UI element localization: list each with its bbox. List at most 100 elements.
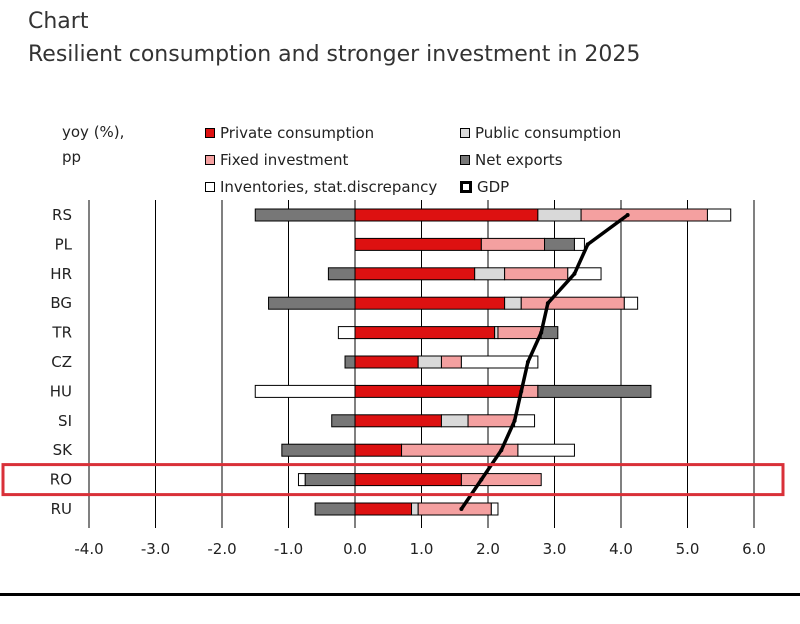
x-tick-label: 6.0 [742, 540, 766, 558]
chart-title: Resilient consumption and stronger inves… [28, 42, 641, 67]
bar-net-ro [304, 473, 356, 487]
bar-public-bg [504, 296, 522, 310]
legend-label-inventories: Inventories, stat.discrepancy [220, 178, 438, 196]
category-label-cz: CZ [51, 353, 72, 371]
x-tick-label: 5.0 [676, 540, 700, 558]
bar-private-hr [354, 267, 476, 281]
bar-inventories-cz [460, 355, 539, 369]
bar-public-ru [411, 502, 419, 516]
bar-private-cz [354, 355, 419, 369]
category-label-rs: RS [52, 206, 72, 224]
bar-fixed-cz [440, 355, 462, 369]
gdp-point-si [512, 418, 517, 423]
category-label-si: SI [58, 412, 72, 430]
x-tick-label: 2.0 [476, 540, 500, 558]
legend-item-inventories: Inventories, stat.discrepancy [205, 178, 437, 196]
legend-label-private: Private consumption [220, 124, 375, 142]
gdp-point-cz [525, 360, 530, 364]
category-label-hr: HR [50, 265, 72, 283]
legend-item-fixed-investment: Fixed investment [205, 151, 348, 169]
category-label-ro: RO [50, 471, 72, 489]
legend-swatch-inventories [205, 182, 215, 192]
x-tick-label: 1.0 [410, 540, 434, 558]
gdp-point-ro [479, 477, 484, 482]
highlight-box-ro [1, 463, 785, 497]
bar-inventories-hu [254, 384, 356, 398]
bar-public-hr [474, 267, 506, 281]
legend-label-net: Net exports [475, 151, 563, 169]
y-unit-label-line-1: yoy (%), [62, 123, 125, 141]
y-unit-label-line-2: pp [62, 148, 82, 166]
bar-private-ro [354, 473, 462, 487]
bar-inventories-sk [517, 443, 575, 457]
gdp-point-bg [545, 301, 550, 306]
bar-fixed-hr [504, 267, 569, 281]
gdp-point-hr [572, 271, 577, 276]
bar-net-bg [268, 296, 356, 310]
bar-fixed-si [467, 414, 516, 428]
bar-net-hu [537, 384, 652, 398]
chart-label: Chart [28, 9, 89, 34]
legend-item-gdp: GDP [460, 178, 509, 196]
x-tick-label: 3.0 [543, 540, 567, 558]
bar-inventories-rs [706, 208, 732, 222]
bars [254, 208, 732, 516]
bar-public-cz [417, 355, 442, 369]
gdp-point-hu [519, 389, 524, 394]
category-label-tr: TR [51, 324, 72, 342]
category-label-sk: SK [53, 441, 74, 459]
bar-fixed-ru [417, 502, 492, 516]
legend-item-public-consumption: Public consumption [460, 124, 621, 142]
bar-private-bg [354, 296, 506, 310]
bar-net-hr [327, 267, 356, 281]
legend-item-net-exports: Net exports [460, 151, 563, 169]
bar-private-hu [354, 384, 522, 398]
highlight-layer [1, 463, 785, 497]
bar-inventories-pl [573, 237, 585, 251]
bar-inventories-si [514, 414, 536, 428]
gdp-point-tr [539, 330, 544, 335]
category-label-ru: RU [51, 500, 72, 518]
legend-swatch-fixed [205, 155, 215, 165]
category-label-bg: BG [50, 294, 72, 312]
bar-fixed-rs [580, 208, 708, 222]
gdp-point-ru [459, 507, 464, 511]
x-tick-label: 4.0 [609, 540, 633, 558]
bar-fixed-ro [460, 473, 542, 487]
category-label-pl: PL [55, 235, 73, 253]
x-tick-label: -1.0 [274, 540, 303, 558]
x-tick-label: -2.0 [207, 540, 236, 558]
category-label-hu: HU [50, 382, 72, 400]
bar-net-si [331, 414, 356, 428]
bar-fixed-pl [480, 237, 546, 251]
bar-public-rs [537, 208, 582, 222]
bar-private-rs [354, 208, 539, 222]
bottom-rule [0, 593, 800, 596]
x-tick-label: -3.0 [141, 540, 170, 558]
bar-private-si [354, 414, 442, 428]
bar-private-tr [354, 326, 496, 340]
legend-swatch-public [460, 128, 470, 138]
bar-inventories-bg [623, 296, 639, 310]
bar-inventories-ro [297, 473, 306, 487]
legend-swatch-private [205, 128, 215, 138]
bar-fixed-tr [497, 326, 542, 340]
bar-net-pl [544, 237, 575, 251]
axis-labels: -4.0 -3.0 -2.0 -1.0 0.0 1.0 2.0 3.0 4.0 5.0 6.0 RS P… [50, 206, 766, 558]
legend-label-public: Public consumption [475, 124, 622, 142]
bar-net-cz [344, 355, 356, 369]
bar-net-ru [314, 502, 356, 516]
gdp-point-rs [625, 213, 630, 217]
legend-label-fixed: Fixed investment [220, 151, 349, 169]
gdp-line-layer [459, 213, 630, 511]
bar-private-sk [354, 443, 403, 457]
bar-public-si [440, 414, 469, 428]
bar-private-pl [354, 237, 482, 251]
gdp-point-pl [585, 242, 590, 247]
gdp-point-sk [499, 448, 504, 453]
x-tick-label: 0.0 [343, 540, 367, 558]
bar-inventories-tr [337, 326, 356, 340]
x-tick-label: -4.0 [74, 540, 103, 558]
bar-fixed-bg [520, 296, 625, 310]
